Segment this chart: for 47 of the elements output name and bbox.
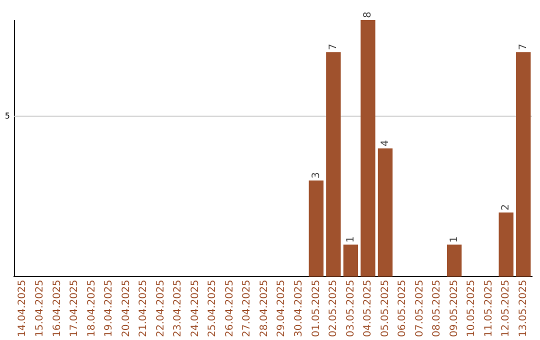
data-label: 2 (500, 204, 512, 211)
bar (446, 244, 462, 277)
data-label: 4 (380, 140, 391, 146)
x-tick-label: 04.05.2025 (362, 280, 374, 338)
bar (343, 244, 358, 277)
ref-line-label: 5 (4, 111, 10, 120)
x-tick-label: 13.05.2025 (518, 280, 529, 338)
x-tick-label: 20.04.2025 (120, 280, 132, 338)
x-tick-label: 19.04.2025 (104, 280, 115, 338)
data-label: 8 (362, 12, 374, 18)
x-tick-label: 28.04.2025 (258, 280, 270, 338)
x-tick-label: 11.05.2025 (483, 280, 494, 338)
data-label: 3 (310, 172, 322, 178)
bar (308, 180, 324, 277)
x-tick-label: 24.04.2025 (190, 280, 201, 338)
x-tick-label: 22.04.2025 (155, 280, 166, 338)
x-tick-label: 29.04.2025 (276, 280, 288, 338)
x-tick-label: 06.05.2025 (397, 280, 408, 338)
data-label: 7 (328, 44, 340, 50)
x-tick-label: 30.04.2025 (293, 280, 304, 338)
x-tick-label: 17.04.2025 (69, 280, 80, 338)
x-tick-label: 26.04.2025 (224, 280, 236, 338)
x-tick-label: 02.05.2025 (328, 280, 340, 338)
x-tick-label: 12.05.2025 (500, 280, 512, 338)
x-tick-label: 27.04.2025 (242, 280, 253, 338)
bar (516, 52, 531, 277)
data-label: 1 (448, 236, 460, 243)
x-tick-label: 16.04.2025 (52, 280, 63, 338)
bar (498, 212, 514, 277)
data-label: 1 (345, 236, 356, 243)
x-tick-label: 09.05.2025 (448, 280, 460, 338)
x-tick-label: 05.05.2025 (380, 280, 391, 338)
x-tick-label: 01.05.2025 (310, 280, 322, 338)
x-tick-label: 08.05.2025 (432, 280, 443, 338)
x-tick-label: 15.04.2025 (34, 280, 46, 338)
x-tick-label: 23.04.2025 (172, 280, 184, 338)
x-tick-label: 14.04.2025 (17, 280, 28, 338)
x-tick-label: 10.05.2025 (466, 280, 478, 338)
bar (326, 52, 341, 277)
x-tick-label: 25.04.2025 (207, 280, 218, 338)
x-tick-label: 03.05.2025 (345, 280, 356, 338)
x-tick-label: 18.04.2025 (86, 280, 98, 338)
bar (378, 148, 393, 277)
data-label: 7 (518, 44, 529, 50)
x-tick-label: 21.04.2025 (138, 280, 150, 338)
bar (360, 20, 376, 277)
x-tick-label: 07.05.2025 (414, 280, 426, 338)
